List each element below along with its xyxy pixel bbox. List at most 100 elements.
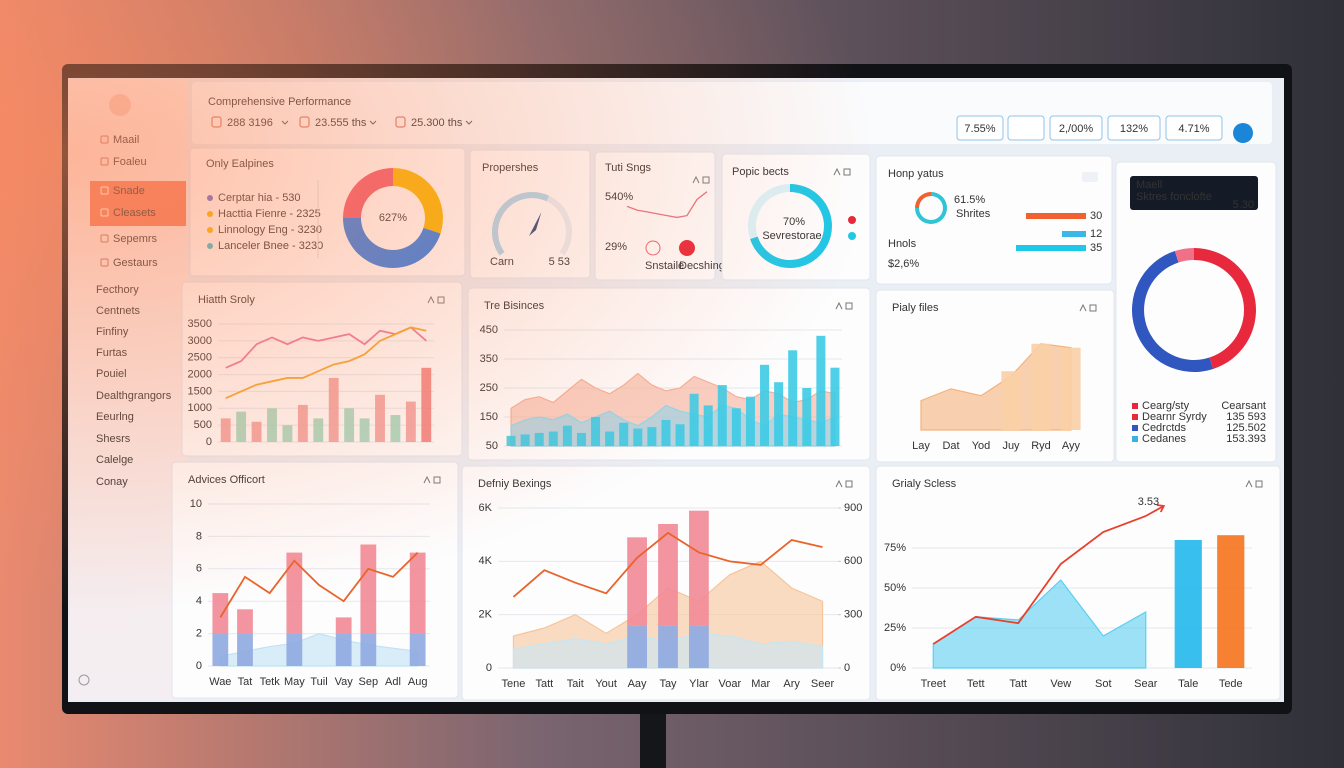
bar — [1062, 231, 1086, 237]
tick-label: 2 — [196, 628, 202, 640]
bar — [286, 552, 303, 634]
tick-label: 450 — [480, 324, 498, 336]
tick-label: 0% — [890, 662, 906, 674]
menu-item: Finfiny — [96, 326, 129, 338]
bar — [1174, 540, 1202, 668]
legend-swatch — [1132, 425, 1138, 431]
bar — [390, 415, 401, 442]
tick-label: 25% — [884, 622, 906, 634]
tick-label: 50% — [884, 582, 906, 594]
bar — [1031, 343, 1051, 430]
kpi: 7.55% — [964, 123, 995, 135]
bar — [286, 633, 303, 666]
icon-button[interactable] — [1007, 115, 1045, 141]
panel-icon[interactable] — [1082, 172, 1098, 182]
filter: 25.300 ths — [411, 117, 463, 129]
bar — [627, 625, 647, 668]
menu-item: Sepemrs — [113, 233, 158, 245]
panel-title: Hiatth Sroly — [198, 294, 255, 306]
bar — [1016, 245, 1086, 251]
bar — [360, 544, 377, 634]
badge-tag: 5.30 — [1233, 199, 1254, 211]
tick-label: 10 — [190, 498, 202, 510]
bar — [237, 633, 253, 666]
tick-label: 250 — [480, 382, 498, 394]
status-dot — [848, 232, 856, 240]
bar — [647, 427, 657, 446]
bar — [534, 432, 544, 446]
x-tick-label: Tay — [659, 678, 677, 690]
tick-label: 3500 — [188, 318, 212, 330]
legend-item: Cerptar hia - 530 — [218, 192, 301, 204]
menu-item: Calelge — [96, 454, 133, 466]
stat-label: 540% — [605, 191, 633, 203]
stat-sub: Shrites — [956, 208, 991, 220]
bar — [548, 431, 558, 446]
tick-label: 150 — [480, 411, 498, 423]
bar-label: 30 — [1090, 210, 1102, 222]
bar — [658, 625, 678, 668]
donut-center: 70% — [783, 216, 805, 228]
logo — [109, 94, 131, 116]
status-dot — [848, 216, 856, 224]
bar — [328, 377, 339, 442]
bar — [1217, 535, 1245, 668]
panel-title: Tre Bisinces — [484, 300, 545, 312]
bar — [689, 393, 699, 446]
profile-button[interactable] — [1233, 123, 1253, 143]
x-tick-label: Mar — [751, 678, 770, 690]
x-tick-label: Aug — [408, 676, 428, 688]
bar — [335, 633, 352, 666]
menu-item: Eeurlng — [96, 411, 134, 423]
x-tick-label: Yod — [972, 440, 991, 452]
bar — [816, 335, 826, 446]
legend-dot — [207, 211, 213, 217]
bar — [562, 425, 572, 446]
bar — [605, 431, 615, 446]
x-tick-label: Adl — [385, 676, 401, 688]
bar — [360, 633, 377, 666]
bar — [409, 552, 426, 634]
gauge-label: 5 53 — [549, 256, 570, 268]
tick-label: 6K — [479, 502, 493, 514]
bar — [675, 424, 685, 446]
legend-item: Hacttia Fienre - 2325 — [218, 208, 321, 220]
x-tick-label: Tait — [567, 678, 584, 690]
bar — [760, 364, 770, 446]
tick-label: 2500 — [188, 352, 212, 364]
x-tick-label: Voar — [718, 678, 741, 690]
legend-swatch — [1132, 436, 1138, 442]
x-tick-label: Juy — [1002, 440, 1020, 452]
tick-label: 4K — [479, 555, 493, 567]
x-tick-label: Yout — [595, 678, 617, 690]
bar — [745, 396, 755, 446]
bar — [520, 434, 530, 446]
bar — [1026, 213, 1086, 219]
bar — [220, 418, 231, 442]
bar — [717, 385, 727, 446]
x-tick-label: Vew — [1050, 678, 1071, 690]
panel-title: Pialy files — [892, 302, 939, 314]
bar — [774, 382, 784, 446]
bar — [1001, 371, 1021, 430]
legend-dot — [207, 195, 213, 201]
bar — [313, 418, 324, 442]
legend-dot — [207, 243, 213, 249]
tick-label: 350 — [480, 353, 498, 365]
tick-label: 300 — [844, 609, 862, 621]
tick-label: 75% — [884, 542, 906, 554]
tick-label: 50 — [486, 440, 498, 452]
x-tick-label: Sear — [1134, 678, 1158, 690]
x-tick-label: Lay — [912, 440, 930, 452]
panel-title: Only Ealpines — [206, 158, 274, 170]
x-tick-label: Tuil — [310, 676, 327, 688]
x-tick-label: Ary — [783, 678, 800, 690]
bar — [212, 633, 229, 666]
panel-title: Maell — [1136, 179, 1162, 191]
x-tick-label: May — [284, 676, 305, 688]
bar-label: 35 — [1090, 242, 1102, 254]
bar — [576, 432, 586, 446]
tick-label: 500 — [194, 419, 212, 431]
tick-label: 4 — [196, 595, 202, 607]
